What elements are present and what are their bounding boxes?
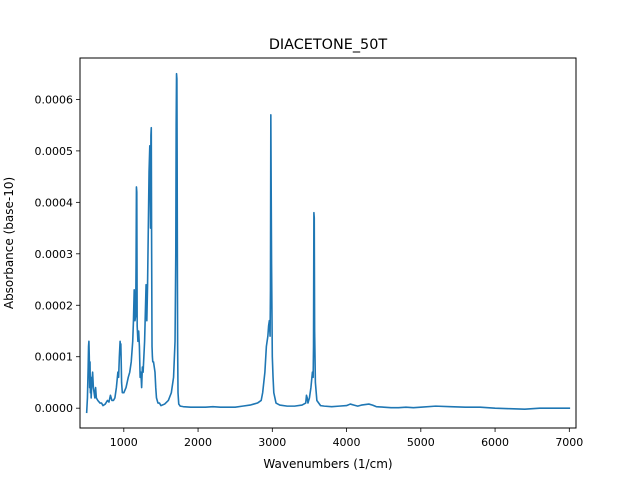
y-axis: 0.0000 0.0001 0.0002 0.0003 0.0004 0.0005 0.00… [35,93,80,415]
x-tick-label: 1000 [110,436,138,449]
y-tick-label: 0.0003 [35,248,74,261]
x-axis-label: Wavenumbers (1/cm) [263,457,392,471]
chart-title: DIACETONE_50T [269,37,388,53]
y-tick-label: 0.0002 [35,299,74,312]
x-tick-label: 2000 [184,436,212,449]
y-tick-label: 0.0000 [35,402,74,415]
x-tick-label: 6000 [481,436,509,449]
x-tick-label: 3000 [258,436,286,449]
x-tick-label: 7000 [555,436,583,449]
plot-area [79,57,577,429]
absorbance-series-line [85,72,571,414]
y-tick-label: 0.0006 [35,93,74,106]
y-tick-label: 0.0004 [35,196,74,209]
x-axis: 1000 2000 3000 4000 5000 6000 7000 [110,428,583,449]
axes-frame [79,57,577,429]
x-tick-label: 4000 [333,436,361,449]
y-axis-label: Absorbance (base-10) [2,177,16,309]
x-tick-label: 5000 [407,436,435,449]
y-tick-label: 0.0001 [35,351,74,364]
y-tick-label: 0.0005 [35,145,74,158]
